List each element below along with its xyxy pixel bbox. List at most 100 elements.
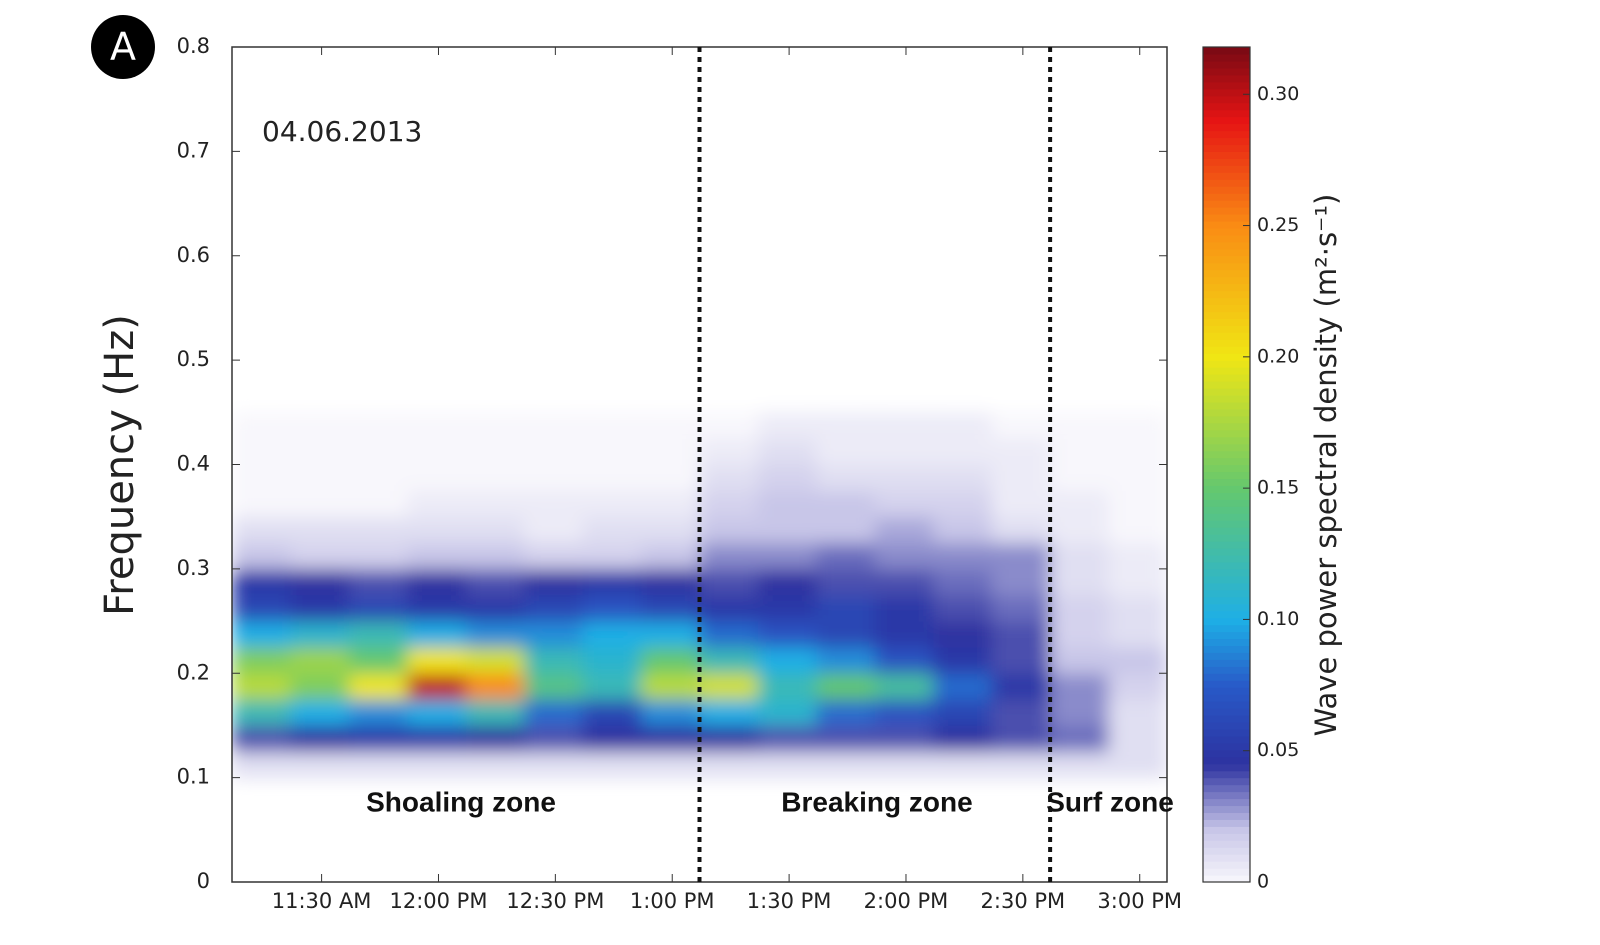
colorbar-swatch [1203,325,1250,333]
heat-cell [465,568,525,596]
heat-cell [757,594,817,622]
heat-cell [816,438,876,465]
heat-cell [348,725,408,753]
colorbar-swatch [1203,485,1250,493]
colorbar-swatch [1203,381,1250,389]
heat-cell [524,568,584,596]
x-tick-label: 1:00 PM [630,889,715,913]
heat-cell [1108,647,1167,674]
heat-cell [290,725,350,753]
heat-cell [348,621,408,648]
colorbar-swatch [1203,541,1250,549]
colorbar-swatch [1203,673,1250,681]
heat-cell [290,438,350,465]
heat-cell [1050,594,1110,622]
colorbar-swatch [1203,715,1250,723]
heat-cell [524,438,584,465]
heat-cell [1108,516,1167,544]
heat-cell [524,412,584,439]
colorbar-swatch [1203,387,1250,396]
colorbar-swatch [1203,701,1250,709]
heat-cell [348,490,408,518]
heat-cell [582,490,642,518]
heat-cell [465,516,525,544]
heat-cell [757,490,817,518]
heat-cell [232,464,291,492]
colorbar-swatch [1203,624,1250,633]
heat-cell [524,699,584,726]
heat-cell [582,621,642,648]
heat-cell [582,751,642,779]
heat-cell [407,464,467,492]
colorbar-swatch [1203,791,1250,800]
colorbar-swatch [1203,353,1250,361]
colorbar-swatch [1203,548,1250,556]
heat-cell [407,594,467,622]
heat-cell [1050,751,1110,779]
heat-cell [991,490,1051,518]
colorbar-swatch [1203,457,1250,466]
colorbar-swatch [1203,374,1250,382]
colorbar-swatch [1203,861,1250,869]
colorbar-swatch [1203,144,1250,152]
colorbar-swatch [1203,721,1250,730]
heat-cell [348,647,408,674]
x-tick-label: 12:30 PM [506,889,604,913]
colorbar-swatch [1203,436,1250,445]
heat-cell [874,412,934,439]
heat-cell [874,621,934,648]
heat-cell [991,647,1051,674]
heat-cell [348,699,408,726]
colorbar-swatch [1203,666,1250,674]
colorbar-tick-label: 0.05 [1257,739,1299,761]
colorbar-swatch [1203,554,1250,563]
heat-cell [582,568,642,596]
heat-cell [582,464,642,492]
heat-cell [348,516,408,544]
colorbar-swatch [1203,652,1250,660]
heat-cell [991,516,1051,544]
colorbar-swatch [1203,109,1250,118]
heat-cell [524,725,584,753]
heat-cell [699,464,759,492]
colorbar-tick-label: 0.15 [1257,477,1299,499]
colorbar-swatch [1203,367,1250,375]
heat-cell [757,699,817,726]
heat-cell [641,699,700,726]
heat-cell [290,621,350,648]
colorbar-swatch [1203,53,1250,62]
heat-cell [933,490,993,518]
heat-cell [232,621,291,648]
heat-cell [582,438,642,465]
heat-cell [1108,621,1167,648]
colorbar-swatch [1203,332,1250,340]
panel-label: A [110,25,136,69]
colorbar-swatch [1203,770,1250,779]
heat-cell [1050,568,1110,596]
colorbar-swatch [1203,756,1250,765]
heat-cell [641,490,700,518]
y-tick-label: 0.2 [177,660,210,684]
colorbar-swatch [1203,777,1250,786]
colorbar-swatch [1203,401,1250,410]
heat-cell [991,699,1051,726]
heat-cell [699,673,759,700]
heat-cell [816,490,876,518]
colorbar-swatch [1203,812,1250,820]
heat-cell [407,621,467,648]
colorbar-swatch [1203,471,1250,480]
colorbar-swatch [1203,422,1250,431]
heat-cell [757,673,817,700]
heat-cell [991,673,1051,700]
heat-cell [465,438,525,465]
heat-cell [933,568,993,596]
heat-cell [933,594,993,622]
colorbar-swatch [1203,478,1250,486]
heat-cell [641,464,700,492]
colorbar-swatch [1203,220,1250,229]
colorbar-tick-label: 0 [1257,871,1269,893]
heat-cell [991,751,1051,779]
heat-cell [991,438,1051,465]
heat-cell [1108,490,1167,518]
heat-cell [407,673,467,700]
